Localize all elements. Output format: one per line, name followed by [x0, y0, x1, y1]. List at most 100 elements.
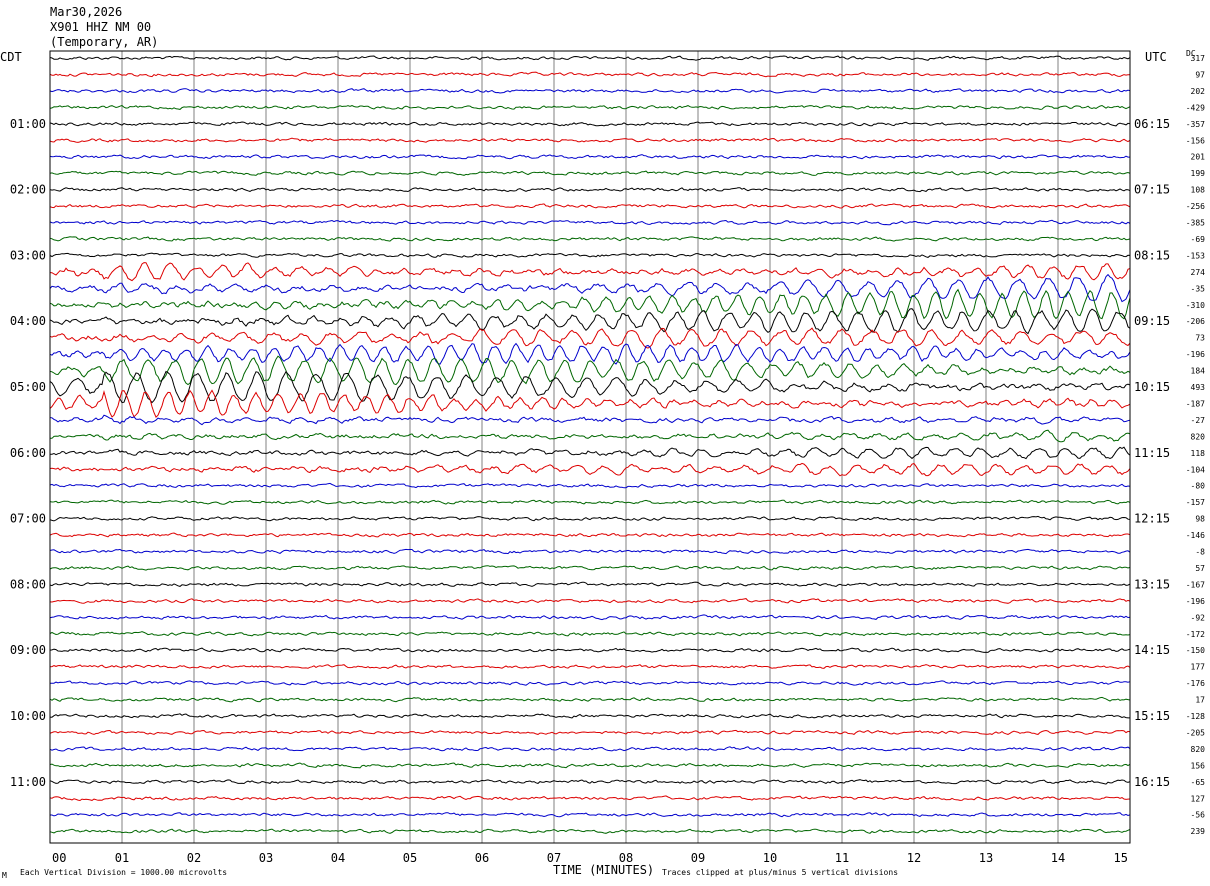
dc-offset-label: 108	[1191, 186, 1206, 195]
left-time-label: 02:00	[10, 183, 46, 197]
right-time-label: 06:15	[1134, 117, 1170, 131]
station-location: (Temporary, AR)	[50, 35, 159, 49]
dc-offset-label: 73	[1195, 334, 1205, 343]
dc-offset-label: -172	[1186, 630, 1205, 639]
dc-offset-label: -128	[1186, 712, 1205, 721]
seismic-trace	[49, 170, 1131, 176]
seismic-trace	[49, 631, 1131, 637]
seismic-trace	[49, 664, 1131, 670]
seismic-trace	[49, 565, 1131, 571]
seismic-trace	[49, 581, 1131, 588]
seismic-trace	[49, 327, 1131, 349]
right-time-label: 15:15	[1134, 709, 1170, 723]
seismic-trace	[49, 762, 1131, 769]
seismic-trace	[49, 548, 1131, 555]
right-time-label: 13:15	[1134, 577, 1170, 591]
seismic-trace	[49, 729, 1131, 735]
seismic-trace	[49, 121, 1131, 127]
right-time-label: 07:15	[1134, 183, 1170, 197]
right-time-label: 14:15	[1134, 643, 1170, 657]
dc-offset-label: 97	[1195, 70, 1205, 79]
x-tick-label: 09	[691, 851, 705, 865]
seismic-trace	[49, 88, 1131, 94]
left-time-label: 05:00	[10, 380, 46, 394]
seismic-trace	[49, 219, 1131, 226]
seismic-trace	[49, 779, 1131, 785]
dc-offset-label: 118	[1191, 449, 1206, 458]
dc-offset-label: -69	[1191, 235, 1206, 244]
seismic-trace	[49, 370, 1131, 404]
dc-offset-label: 239	[1191, 827, 1206, 836]
seismic-trace	[49, 414, 1131, 426]
seismic-trace	[49, 680, 1131, 686]
seismic-trace	[49, 647, 1131, 653]
left-time-label: 04:00	[10, 314, 46, 328]
seismic-trace	[49, 696, 1131, 703]
x-tick-label: 08	[619, 851, 633, 865]
dc-offset-label: 184	[1191, 367, 1206, 376]
x-axis-title: TIME (MINUTES)	[553, 863, 655, 877]
seismic-trace	[49, 482, 1131, 489]
right-time-label: 16:15	[1134, 775, 1170, 789]
left-time-label: 10:00	[10, 709, 46, 723]
dc-offset-label: -167	[1186, 580, 1205, 589]
dc-offset-label: -256	[1186, 202, 1205, 211]
clip-note: Traces clipped at plus/minus 5 vertical …	[662, 868, 899, 877]
left-time-label: 11:00	[10, 775, 46, 789]
dc-offset-label: -187	[1186, 399, 1205, 408]
seismic-trace	[49, 515, 1131, 522]
x-tick-label: 06	[475, 851, 489, 865]
seismic-trace	[49, 203, 1131, 209]
dc-offset-label: 820	[1191, 432, 1206, 441]
dc-offset-label: 98	[1195, 515, 1205, 524]
dc-offset-label: -27	[1191, 416, 1206, 425]
seismic-trace	[49, 532, 1131, 538]
dc-offset-header: DC	[1186, 49, 1196, 58]
right-time-label: 08:15	[1134, 248, 1170, 262]
dc-offset-label: -196	[1186, 597, 1205, 606]
dc-offset-label: -385	[1186, 219, 1205, 228]
dc-offset-label: -156	[1186, 136, 1205, 145]
seismic-trace	[49, 429, 1131, 443]
seismic-trace	[49, 288, 1131, 320]
dc-offset-label: -35	[1191, 284, 1206, 293]
dc-offset-label: -92	[1191, 613, 1206, 622]
plot-frame	[49, 50, 1131, 844]
seismic-trace	[49, 462, 1131, 477]
seismic-trace	[49, 71, 1130, 78]
dc-offset-label: -56	[1191, 811, 1206, 820]
seismic-trace	[49, 614, 1131, 621]
dc-offset-label: -310	[1186, 301, 1205, 310]
dc-offset-label: 57	[1195, 564, 1205, 573]
seismic-trace	[49, 154, 1130, 160]
seismic-trace	[49, 273, 1131, 303]
x-tick-label: 13	[979, 851, 993, 865]
right-time-label: 09:15	[1134, 314, 1170, 328]
dc-offset-label: 274	[1191, 268, 1206, 277]
x-tick-label: 12	[907, 851, 921, 865]
seismic-trace	[49, 342, 1131, 365]
dc-offset-label: 177	[1191, 663, 1206, 672]
seismic-trace	[49, 308, 1131, 335]
seismic-trace	[49, 828, 1131, 834]
left-time-label: 08:00	[10, 577, 46, 591]
dc-offset-label: -196	[1186, 350, 1205, 359]
dc-offset-label: 317	[1191, 54, 1206, 63]
dc-offset-label: 127	[1191, 794, 1206, 803]
seismic-trace	[49, 746, 1131, 752]
dc-offset-label: 493	[1191, 383, 1206, 392]
x-tick-label: 01	[115, 851, 129, 865]
seismic-trace	[50, 812, 1131, 818]
seismic-trace	[49, 713, 1130, 719]
dc-offset-label: -150	[1186, 646, 1205, 655]
left-timezone-label: CDT	[0, 50, 22, 64]
x-tick-label: 05	[403, 851, 417, 865]
dc-offset-label: 17	[1195, 696, 1205, 705]
chart-date: Mar30,2026	[50, 5, 123, 19]
seismic-trace	[49, 795, 1131, 802]
dc-offset-label: -8	[1195, 548, 1205, 557]
dc-offset-label: 202	[1191, 87, 1206, 96]
left-time-label: 09:00	[10, 643, 46, 657]
dc-offset-label: 199	[1191, 169, 1206, 178]
